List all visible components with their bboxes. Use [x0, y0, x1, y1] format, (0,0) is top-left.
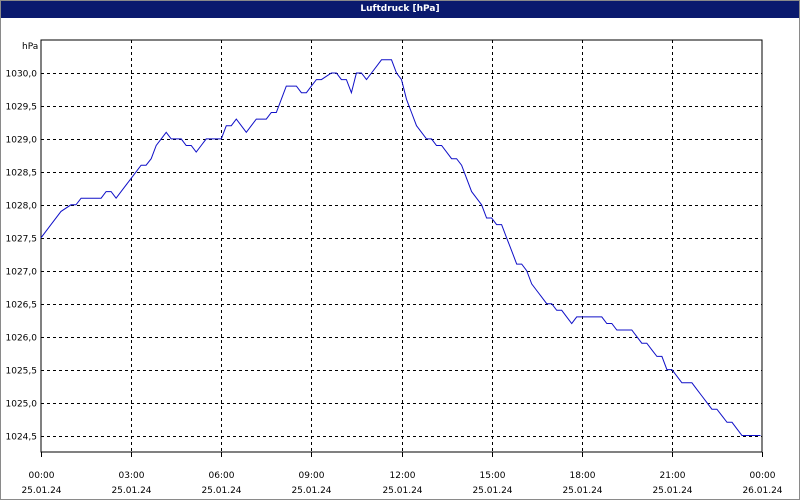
x-tick-date-label: 25.01.24 — [291, 486, 331, 496]
x-tick-time-label: 00:00 — [29, 471, 55, 481]
y-tick-label: 1027,0 — [6, 268, 38, 278]
x-tick-time-label: 15:00 — [480, 471, 506, 481]
x-tick-time-label: 00:00 — [750, 471, 776, 481]
x-tick-time-label: 18:00 — [570, 471, 596, 481]
x-tick-date-label: 25.01.24 — [201, 486, 241, 496]
y-tick-label: 1025,0 — [6, 400, 38, 410]
y-tick-label: 1026,0 — [6, 334, 38, 344]
x-axis-ticks: 00:00 25.01.24 03:00 25.01.24 06:00 25.01.24 0… — [21, 452, 783, 496]
x-tick-date-label: 25.01.24 — [562, 486, 602, 496]
y-axis-ticks: 1024,5 1025,0 1025,5 1026,0 1026,5 1027,0 1027… — [6, 70, 38, 443]
pressure-series-line — [40, 59, 761, 436]
y-tick-label: 1026,5 — [6, 301, 38, 311]
y-tick-label: 1025,5 — [6, 367, 38, 377]
x-tick-time-label: 12:00 — [390, 471, 416, 481]
y-tick-label: 1027,5 — [6, 235, 38, 245]
x-tick-date-label: 25.01.24 — [472, 486, 512, 496]
x-tick-date-label: 25.01.24 — [382, 486, 422, 496]
plot-area — [40, 39, 763, 453]
y-axis-label: hPa — [22, 42, 38, 52]
x-tick-date-label: 25.01.24 — [21, 486, 61, 496]
y-tick-label: 1030,0 — [6, 70, 38, 80]
y-tick-label: 1029,5 — [6, 103, 38, 113]
x-tick-time-label: 06:00 — [209, 471, 235, 481]
y-tick-label: 1024,5 — [6, 433, 38, 443]
x-tick-date-label: 25.01.24 — [111, 486, 151, 496]
x-tick-time-label: 09:00 — [299, 471, 325, 481]
y-tick-label: 1028,5 — [6, 169, 38, 179]
chart-title: Luftdruck [hPa] — [1, 1, 799, 18]
y-tick-label: 1029,0 — [6, 136, 38, 146]
x-tick-time-label: 21:00 — [660, 471, 686, 481]
x-tick-date-label: 25.01.24 — [652, 486, 692, 496]
x-tick-date-label: 26.01.24 — [742, 486, 782, 496]
x-tick-time-label: 03:00 — [119, 471, 145, 481]
y-tick-label: 1028,0 — [6, 202, 38, 212]
